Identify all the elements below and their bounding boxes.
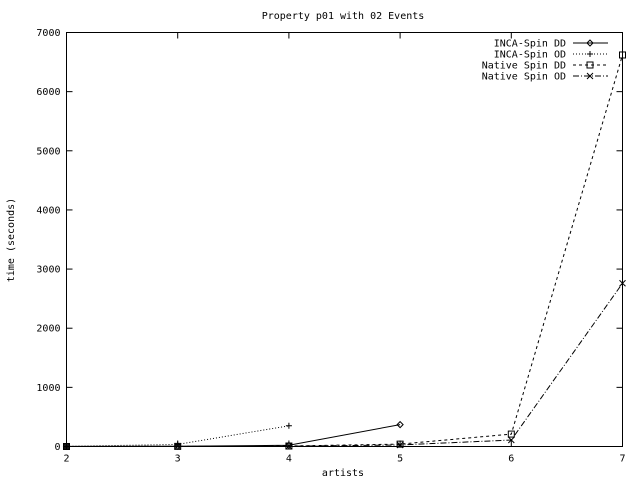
legend-label: Native Spin OD xyxy=(482,72,566,83)
data-point xyxy=(396,420,404,429)
legend-item: INCA-Spin DD xyxy=(494,39,608,50)
legend-item: INCA-Spin OD xyxy=(494,50,608,61)
x-tick-label: 5 xyxy=(397,454,403,465)
y-tick-label: 6000 xyxy=(36,87,60,98)
legend-marker xyxy=(587,51,593,57)
legend-item: Native Spin OD xyxy=(482,72,608,83)
data-point xyxy=(174,443,182,450)
data-point xyxy=(63,443,70,450)
data-point xyxy=(507,430,515,438)
legend-marker xyxy=(586,39,594,47)
series-line xyxy=(66,54,623,447)
data-point xyxy=(396,440,404,448)
y-axis-label: time (seconds) xyxy=(6,198,17,282)
y-tick-label: 1000 xyxy=(36,383,60,394)
chart-title: Property p01 with 02 Events xyxy=(262,11,425,22)
series-0 xyxy=(62,420,404,451)
y-tick-label: 3000 xyxy=(36,265,60,276)
legend-item: Native Spin DD xyxy=(482,61,608,72)
legend-label: INCA-Spin DD xyxy=(494,39,566,50)
data-point xyxy=(619,51,626,59)
data-point xyxy=(396,441,404,449)
legend-marker xyxy=(586,72,594,80)
x-tick-label: 2 xyxy=(63,454,69,465)
x-tick-label: 3 xyxy=(175,454,181,465)
series-layer xyxy=(62,51,626,451)
x-axis-label: artists xyxy=(322,468,364,479)
data-point xyxy=(507,436,515,444)
y-tick-label: 2000 xyxy=(36,324,60,335)
data-point xyxy=(285,442,293,450)
series-line xyxy=(66,283,623,447)
y-tick-label: 5000 xyxy=(36,146,60,157)
x-tick-label: 6 xyxy=(508,454,514,465)
series-line xyxy=(66,424,401,447)
y-tick-label: 0 xyxy=(54,442,60,453)
series-3 xyxy=(63,279,626,450)
legend-label: INCA-Spin OD xyxy=(494,50,566,61)
data-point xyxy=(285,422,292,429)
data-point xyxy=(619,279,626,287)
y-tick-label: 7000 xyxy=(36,28,60,39)
y-axis: 0 1000 2000 3000 4000 5000 6000 7000 xyxy=(36,28,623,453)
legend-marker xyxy=(586,61,594,69)
legend-label: Native Spin DD xyxy=(482,61,566,72)
y-tick-label: 4000 xyxy=(36,205,60,216)
plot-frame xyxy=(66,32,623,447)
x-tick-label: 7 xyxy=(619,454,625,465)
x-axis: 2 3 4 5 6 7 xyxy=(63,32,626,465)
series-2 xyxy=(63,51,626,450)
x-tick-label: 4 xyxy=(286,454,292,465)
